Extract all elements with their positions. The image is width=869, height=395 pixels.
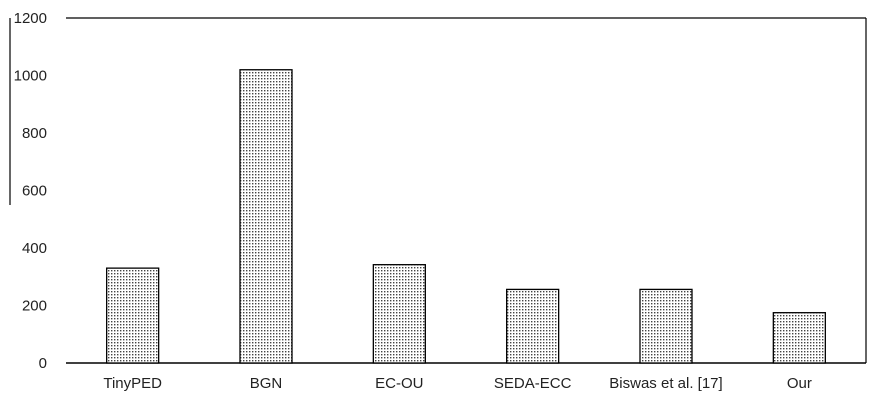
y-tick-label-1000: 1000 xyxy=(14,68,47,85)
y-tick-label-600: 600 xyxy=(22,183,47,200)
x-tick-label-our: Our xyxy=(787,375,812,392)
x-tick-label-tinyped: TinyPED xyxy=(103,375,162,392)
bars xyxy=(106,69,826,364)
x-tick-label-ec-ou: EC-OU xyxy=(375,375,423,392)
y-tick-label-800: 800 xyxy=(22,125,47,142)
y-tick-label-400: 400 xyxy=(22,240,47,257)
bar-ec-ou xyxy=(372,264,426,364)
y-tick-label-1200: 1200 xyxy=(14,10,47,27)
x-tick-label-bgn: BGN xyxy=(250,375,283,392)
y-tick-label-200: 200 xyxy=(22,298,47,315)
bar-our xyxy=(772,312,826,364)
bar-tinyped xyxy=(106,267,160,364)
y-tick-label-0: 0 xyxy=(39,355,47,372)
x-tick-label-biswas-et-al-17: Biswas et al. [17] xyxy=(609,375,722,392)
x-tick-label-seda-ecc: SEDA-ECC xyxy=(494,375,572,392)
y-axis-ticks: 0 200 400 600 800 1000 1200 xyxy=(14,10,47,372)
bar-seda-ecc xyxy=(506,288,560,364)
plot-frame xyxy=(9,17,867,364)
bar-bgn xyxy=(239,69,293,364)
x-axis-labels: TinyPED BGN EC-OU SEDA-ECC Biswas et al. [17… xyxy=(103,375,811,392)
bar-biswas-et-al-17 xyxy=(639,288,693,364)
